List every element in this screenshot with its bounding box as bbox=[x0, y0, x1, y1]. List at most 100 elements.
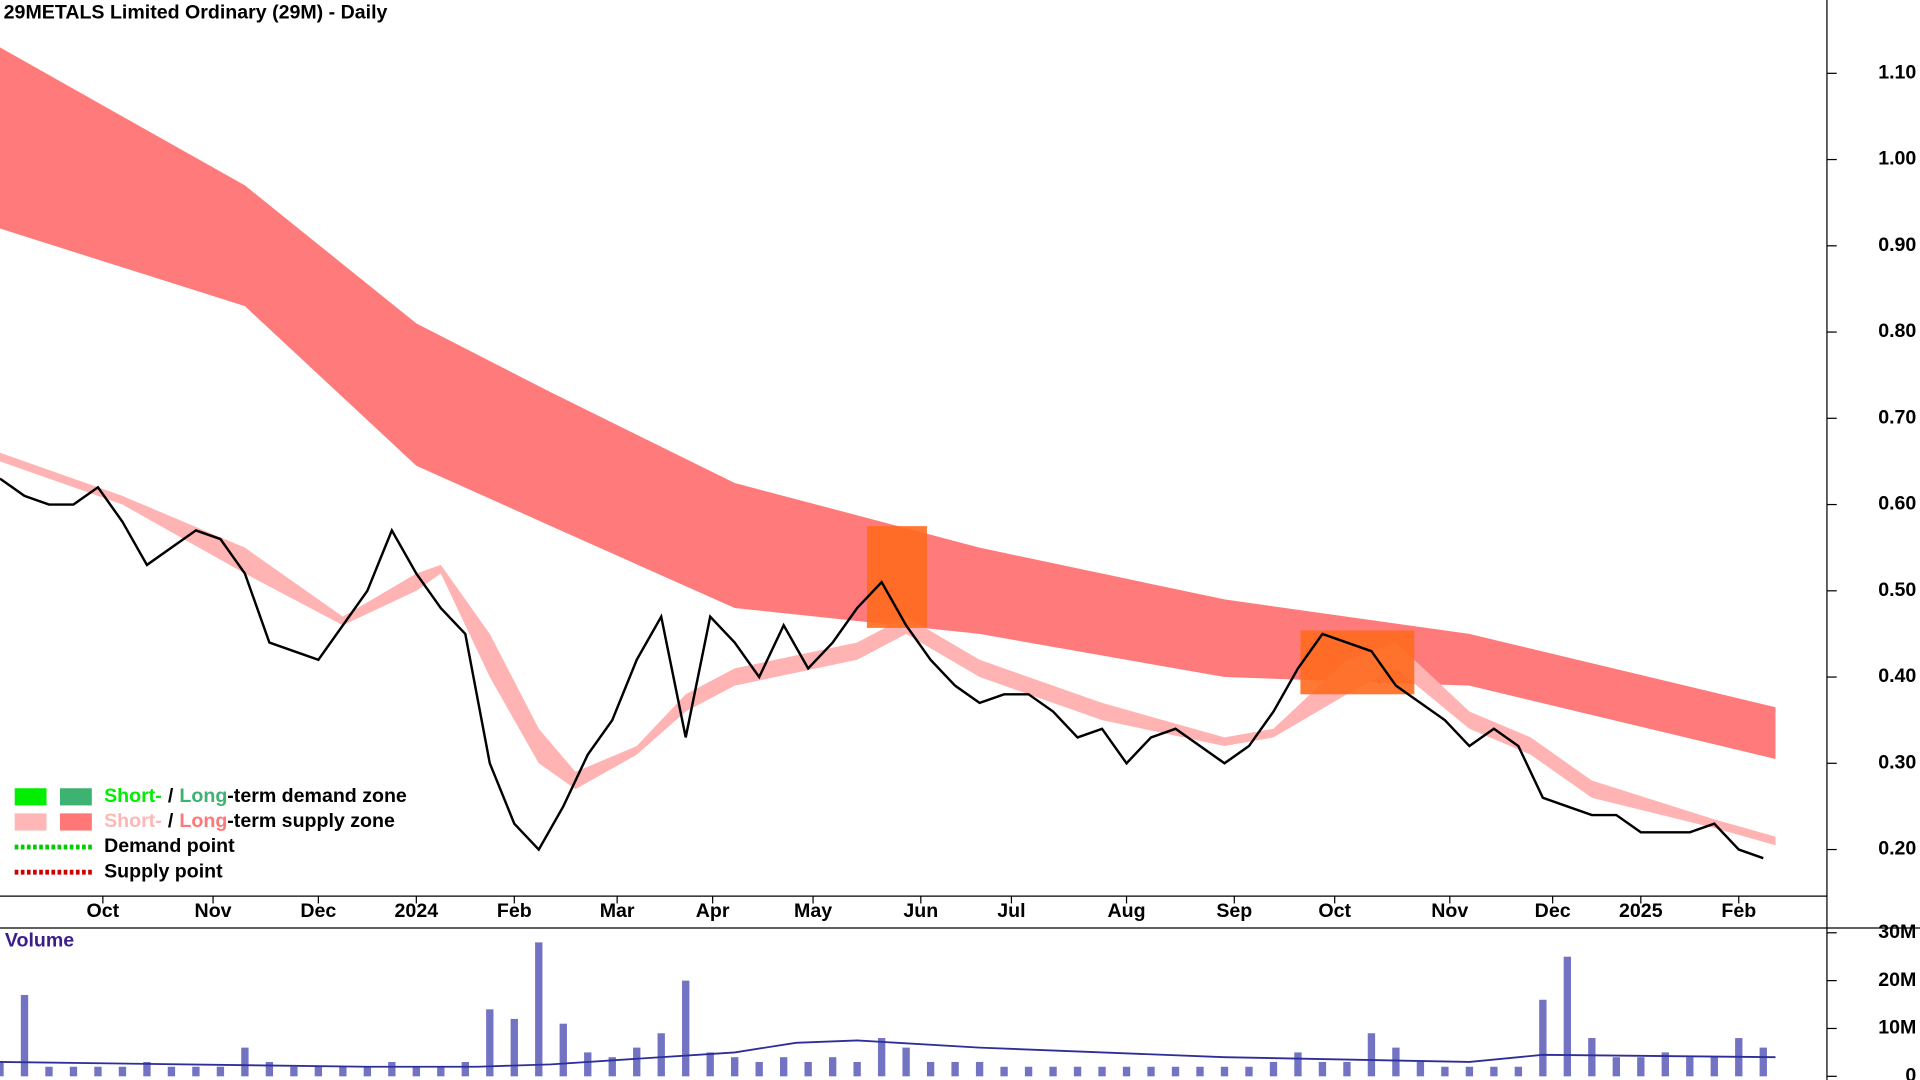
x-tick-label: Jul bbox=[997, 900, 1025, 922]
volume-bar bbox=[877, 1038, 886, 1077]
x-tick-label: Oct bbox=[87, 900, 120, 922]
volume-bar bbox=[780, 1057, 788, 1077]
volume-bar bbox=[559, 1023, 567, 1077]
volume-bar bbox=[94, 1066, 102, 1077]
volume-bar bbox=[69, 1066, 78, 1077]
legend-label: Short- / Long-term demand zone bbox=[104, 785, 407, 807]
volume-bar bbox=[1245, 1066, 1253, 1077]
volume-bar bbox=[706, 1052, 714, 1077]
volume-bar bbox=[486, 1009, 494, 1077]
volume-bar bbox=[45, 1066, 53, 1077]
volume-bar bbox=[926, 1061, 935, 1077]
x-tick-label: Dec bbox=[1535, 900, 1571, 922]
legend-text-piece: Long bbox=[179, 785, 227, 807]
y-tick-label: 0.20 bbox=[1878, 838, 1916, 860]
volume-bar bbox=[1098, 1066, 1106, 1077]
volume-bar bbox=[1171, 1066, 1180, 1077]
legend-text-piece: / bbox=[168, 810, 174, 832]
volume-bar bbox=[902, 1047, 910, 1077]
legend-swatch bbox=[60, 788, 92, 806]
legend-text-piece: Short- bbox=[104, 785, 162, 807]
volume-bar bbox=[461, 1061, 469, 1077]
x-tick-label: Dec bbox=[300, 900, 336, 922]
volume-bar bbox=[535, 942, 543, 1077]
volume-bar bbox=[412, 1066, 420, 1077]
volume-bar bbox=[314, 1066, 323, 1077]
y-tick-label: 0.40 bbox=[1878, 665, 1916, 687]
volume-bar bbox=[1318, 1061, 1327, 1077]
volume-bar bbox=[584, 1052, 592, 1077]
volume-bar bbox=[1196, 1066, 1204, 1077]
volume-title: Volume bbox=[5, 930, 74, 952]
legend-label: Supply point bbox=[104, 860, 223, 882]
volume-bar bbox=[1220, 1066, 1229, 1077]
legend-text-piece: -term supply zone bbox=[227, 810, 395, 832]
volume-bar bbox=[290, 1066, 298, 1077]
legend-text-piece: / bbox=[168, 785, 174, 807]
volume-bar bbox=[951, 1061, 959, 1077]
y-tick-label: 0.60 bbox=[1878, 493, 1916, 515]
y-tick-label: 10M bbox=[1878, 1017, 1916, 1039]
volume-bar bbox=[975, 1061, 984, 1077]
volume-bar bbox=[1392, 1047, 1400, 1077]
x-tick-label: Nov bbox=[195, 900, 232, 922]
volume-bar bbox=[1122, 1066, 1131, 1077]
volume-ma-line bbox=[0, 1039, 1776, 1068]
x-tick-label: Mar bbox=[600, 900, 635, 922]
x-tick-label: Apr bbox=[696, 900, 730, 922]
legend-swatch bbox=[60, 813, 92, 831]
volume-bar bbox=[853, 1061, 861, 1077]
volume-bar bbox=[1465, 1066, 1474, 1077]
volume-bar bbox=[1612, 1057, 1620, 1077]
volume-bar bbox=[1563, 956, 1572, 1077]
volume-bar bbox=[167, 1066, 176, 1077]
x-tick-label: 2025 bbox=[1619, 900, 1663, 922]
y-tick-label: 0.80 bbox=[1878, 320, 1916, 342]
volume-bar bbox=[633, 1047, 641, 1077]
y-tick-label: 0.70 bbox=[1878, 406, 1916, 428]
y-tick-label: 0.50 bbox=[1878, 579, 1916, 601]
x-tick-label: Feb bbox=[1721, 900, 1756, 922]
volume-bar bbox=[755, 1061, 763, 1077]
volume-bar bbox=[1367, 1033, 1376, 1077]
y-tick-label: 0 bbox=[1905, 1064, 1916, 1080]
volume-bar bbox=[1294, 1052, 1302, 1077]
volume-bar bbox=[1490, 1066, 1498, 1077]
y-tick-label: 20M bbox=[1878, 969, 1916, 991]
volume-bar bbox=[1147, 1066, 1155, 1077]
volume-bar bbox=[1343, 1061, 1351, 1077]
x-tick-label: Sep bbox=[1216, 900, 1252, 922]
volume-bar bbox=[1637, 1057, 1645, 1077]
volume-bar bbox=[1073, 1066, 1082, 1077]
y-tick-label: 0.90 bbox=[1878, 234, 1916, 256]
volume-bar bbox=[1024, 1066, 1033, 1077]
y-tick-label: 0.30 bbox=[1878, 751, 1916, 773]
legend-label: Short- / Long-term supply zone bbox=[104, 810, 395, 832]
volume-bar bbox=[388, 1061, 396, 1077]
volume-bar bbox=[143, 1061, 151, 1077]
volume-bar bbox=[20, 994, 29, 1077]
volume-bar bbox=[657, 1033, 665, 1077]
volume-bar bbox=[1661, 1052, 1669, 1077]
x-tick-label: Feb bbox=[497, 900, 532, 922]
legend-text-piece: Short- bbox=[104, 810, 162, 832]
x-tick-label: May bbox=[794, 900, 832, 922]
volume-bar bbox=[1416, 1061, 1425, 1077]
volume-bar bbox=[608, 1057, 616, 1077]
y-tick-label: 1.10 bbox=[1878, 61, 1916, 83]
volume-bar bbox=[731, 1057, 739, 1077]
y-tick-label: 1.00 bbox=[1878, 148, 1916, 170]
volume-bar bbox=[1269, 1061, 1278, 1077]
volume-bar bbox=[339, 1066, 347, 1077]
volume-bar bbox=[363, 1066, 372, 1077]
volume-bar bbox=[1539, 999, 1547, 1077]
volume-bar bbox=[216, 1066, 225, 1077]
legend-label: Demand point bbox=[104, 835, 235, 857]
legend-swatch bbox=[14, 788, 47, 806]
volume-bar bbox=[1514, 1066, 1523, 1077]
x-tick-label: Jun bbox=[903, 900, 938, 922]
price-line bbox=[0, 477, 1764, 860]
volume-bar bbox=[828, 1057, 837, 1077]
